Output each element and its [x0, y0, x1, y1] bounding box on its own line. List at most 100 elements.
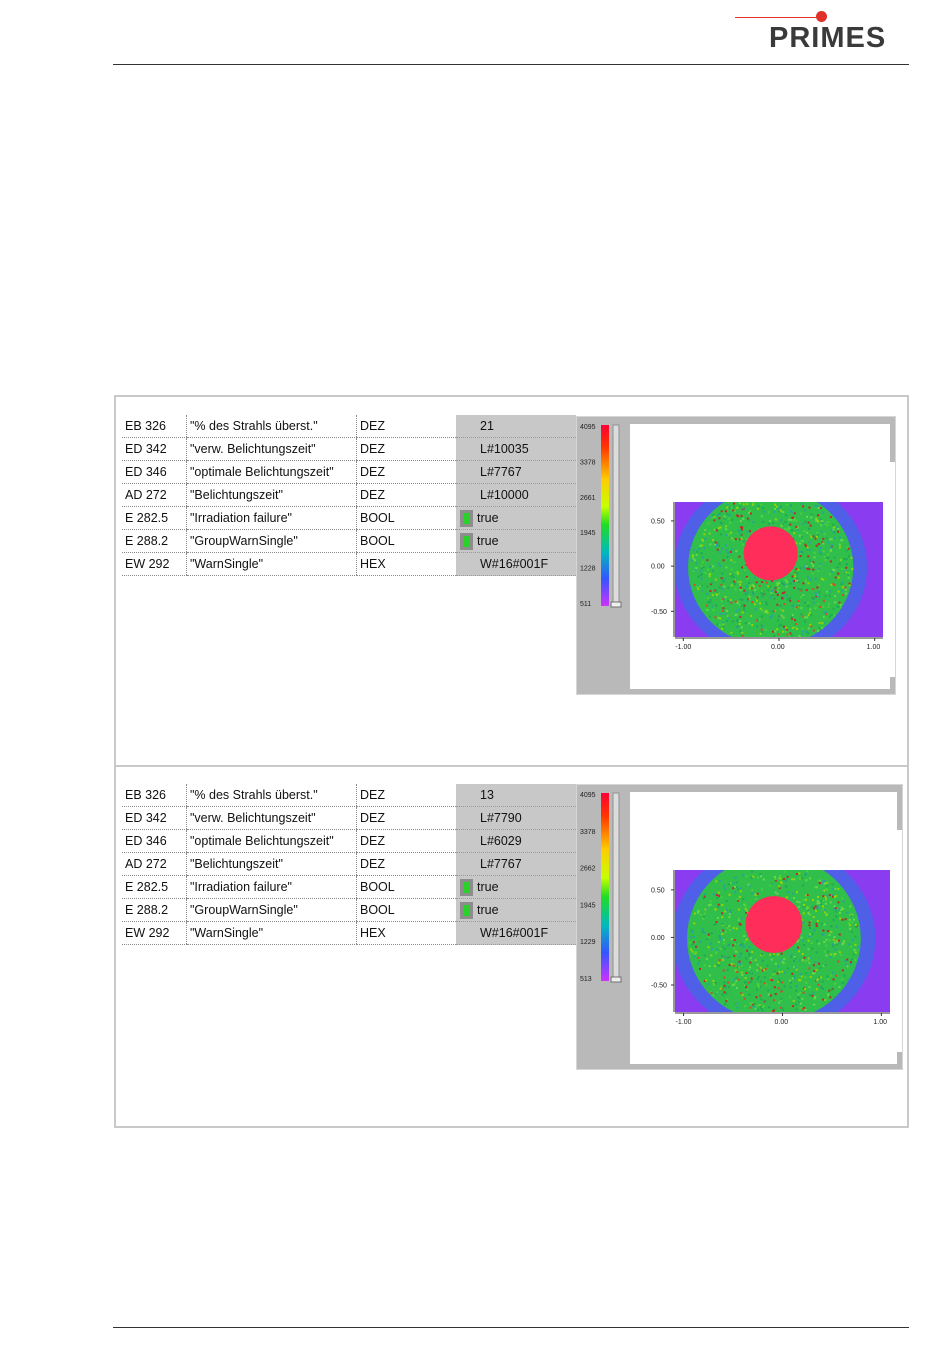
symbol-cell: "Irradiation failure" — [186, 506, 357, 530]
value-cell[interactable]: L#10035 — [456, 437, 576, 461]
y-tick-label: 0.00 — [651, 564, 665, 571]
bool-indicator — [460, 532, 473, 550]
symbol-cell: "WarnSingle" — [186, 552, 357, 576]
beam-hotspot — [745, 896, 803, 953]
scale-slider-track[interactable] — [612, 424, 620, 607]
screenshot-figure: EB 326 "% des Strahls überst." DEZ 21 ED 342… — [114, 395, 909, 1128]
y-tick-label: 0.50 — [651, 518, 665, 525]
address-cell: E 282.5 — [122, 506, 187, 530]
scale-label: 2661 — [580, 495, 596, 502]
variable-row: E 288.2 "GroupWarnSingle" BOOL true — [122, 898, 576, 922]
address-cell: AD 272 — [122, 483, 187, 507]
value-cell[interactable]: true — [456, 529, 576, 553]
panel-2: EB 326 "% des Strahls überst." DEZ 13 ED 342… — [116, 767, 907, 1128]
format-cell: DEZ — [356, 829, 456, 853]
value-text: 21 — [480, 419, 494, 433]
address-cell: EB 326 — [122, 415, 187, 438]
scale-slider-track[interactable] — [612, 792, 620, 982]
beam-profile-svg: 4095 3378 2662 1945 1229 513 0.50 0.00 -0.50 -1.0… — [580, 792, 902, 1064]
variable-row: AD 272 "Belichtungszeit" DEZ L#10000 — [122, 483, 576, 507]
address-cell: AD 272 — [122, 852, 187, 876]
value-text: true — [477, 879, 499, 894]
variable-row: EW 292 "WarnSingle" HEX W#16#001F — [122, 921, 576, 945]
symbol-cell: "verw. Belichtungszeit" — [186, 806, 357, 830]
variable-row: ED 346 "optimale Belichtungszeit" DEZ L#602… — [122, 829, 576, 853]
value-cell[interactable]: L#6029 — [456, 829, 576, 853]
format-cell: DEZ — [356, 806, 456, 830]
address-cell: EB 326 — [122, 784, 187, 807]
scale-label: 4095 — [580, 792, 596, 799]
figure-divider — [116, 765, 907, 767]
scale-label: 4095 — [580, 424, 596, 431]
value-cell[interactable]: L#7790 — [456, 806, 576, 830]
scale-label: 2662 — [580, 866, 596, 873]
address-cell: ED 342 — [122, 806, 187, 830]
value-text: W#16#001F — [480, 557, 549, 571]
variable-row: ED 342 "verw. Belichtungszeit" DEZ L#7790 — [122, 806, 576, 830]
bool-indicator — [460, 878, 473, 896]
value-text: L#6029 — [480, 834, 522, 848]
scale-label: 513 — [580, 976, 592, 983]
variable-row: ED 342 "verw. Belichtungszeit" DEZ L#10035 — [122, 437, 576, 461]
format-cell: DEZ — [356, 784, 456, 807]
address-cell: E 288.2 — [122, 529, 187, 553]
bool-indicator — [460, 901, 473, 919]
scale-label: 3378 — [580, 459, 596, 466]
x-tick-label: 0.00 — [771, 644, 785, 651]
value-cell[interactable]: true — [456, 875, 576, 899]
value-cell[interactable]: true — [456, 898, 576, 922]
format-cell: DEZ — [356, 415, 456, 438]
scale-label: 511 — [580, 601, 591, 608]
format-cell: BOOL — [356, 898, 456, 922]
symbol-cell: "% des Strahls überst." — [186, 784, 357, 807]
value-cell[interactable]: L#7767 — [456, 852, 576, 876]
symbol-cell: "optimale Belichtungszeit" — [186, 460, 357, 484]
address-cell: ED 346 — [122, 829, 187, 853]
value-text: L#10035 — [480, 442, 529, 456]
x-tick-label: 1.00 — [867, 644, 881, 651]
value-cell[interactable]: L#10000 — [456, 483, 576, 507]
address-cell: E 282.5 — [122, 875, 187, 899]
symbol-cell: "Irradiation failure" — [186, 875, 357, 899]
scale-label: 3378 — [580, 829, 596, 836]
address-cell: ED 346 — [122, 460, 187, 484]
scale-slider-thumb[interactable] — [610, 976, 622, 983]
format-cell: BOOL — [356, 529, 456, 553]
value-text: L#7767 — [480, 465, 522, 479]
value-text: true — [477, 510, 499, 525]
beam-hotspot — [743, 526, 798, 581]
value-cell[interactable]: 13 — [456, 784, 576, 807]
value-cell[interactable]: W#16#001F — [456, 552, 576, 576]
y-tick-label: -0.50 — [651, 983, 667, 990]
symbol-cell: "GroupWarnSingle" — [186, 529, 357, 553]
value-text: L#7790 — [480, 811, 522, 825]
address-cell: EW 292 — [122, 552, 187, 576]
value-cell[interactable]: 21 — [456, 415, 576, 438]
format-cell: BOOL — [356, 875, 456, 899]
scale-label: 1228 — [580, 566, 596, 573]
value-cell[interactable]: L#7767 — [456, 460, 576, 484]
bool-indicator — [460, 509, 473, 527]
beam-profile-svg: 4095 3378 2661 1945 1228 511 0.50 0.00 -0.50 -1.0… — [580, 424, 895, 689]
format-cell: HEX — [356, 921, 456, 945]
value-cell[interactable]: W#16#001F — [456, 921, 576, 945]
scale-label: 1945 — [580, 530, 596, 537]
x-tick-label: 0.00 — [775, 1019, 789, 1026]
variable-row: AD 272 "Belichtungszeit" DEZ L#7767 — [122, 852, 576, 876]
x-tick-label: -1.00 — [676, 1019, 692, 1026]
logo-text: PRIMES — [769, 22, 887, 54]
address-cell: ED 342 — [122, 437, 187, 461]
value-text: true — [477, 533, 499, 548]
symbol-cell: "GroupWarnSingle" — [186, 898, 357, 922]
format-cell: BOOL — [356, 506, 456, 530]
footer-rule — [113, 1327, 909, 1328]
scale-label: 1945 — [580, 902, 596, 909]
address-cell: EW 292 — [122, 921, 187, 945]
value-text: 13 — [480, 788, 494, 802]
variable-row: E 288.2 "GroupWarnSingle" BOOL true — [122, 529, 576, 553]
symbol-cell: "Belichtungszeit" — [186, 852, 357, 876]
scale-slider-thumb[interactable] — [610, 601, 622, 608]
variable-table-2: EB 326 "% des Strahls überst." DEZ 13 ED 342… — [122, 784, 576, 945]
value-cell[interactable]: true — [456, 506, 576, 530]
symbol-cell: "Belichtungszeit" — [186, 483, 357, 507]
